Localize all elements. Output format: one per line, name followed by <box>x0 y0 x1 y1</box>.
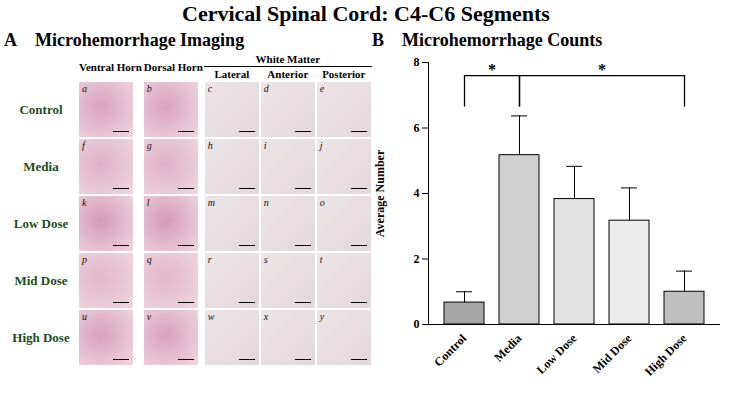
html-text:Cervical Spinal Cord: C4-C6 Se: Cervical Spinal Cord: C4-C6 Segments <box>182 1 550 26</box>
html-text:Anterior: Anterior <box>267 68 309 80</box>
svg-text:2: 2 <box>414 252 420 266</box>
html-text:x: x <box>263 311 269 322</box>
html-text:v: v <box>146 311 152 322</box>
html-text:Mid Dose: Mid Dose <box>14 272 68 288</box>
html-text:s: s <box>263 254 268 265</box>
html-text:Low Dose: Low Dose <box>13 215 69 231</box>
html-text:y: y <box>319 311 325 322</box>
svg-text:0: 0 <box>414 317 420 331</box>
html-text:u: u <box>82 311 87 322</box>
svg-text:*: * <box>598 61 606 78</box>
html-text:A: A <box>4 30 17 50</box>
html-text:Microhemorrhage Counts: Microhemorrhage Counts <box>402 30 603 50</box>
html-text:w: w <box>207 311 215 322</box>
html-text:i: i <box>263 140 267 151</box>
html-text:White Matter: White Matter <box>255 53 320 65</box>
html-text:h: h <box>207 140 213 151</box>
svg-text:Media: Media <box>491 331 524 364</box>
html-text:r: r <box>207 254 212 265</box>
html-text:Lateral: Lateral <box>214 68 250 80</box>
html-text:c: c <box>207 83 213 94</box>
html-text:k: k <box>82 197 87 208</box>
html-text:Control: Control <box>19 101 63 117</box>
svg-text:High Dose: High Dose <box>642 331 690 379</box>
html-text:d: d <box>263 83 269 94</box>
html-text:Microhemorrhage Imaging: Microhemorrhage Imaging <box>35 30 245 50</box>
html-text:p: p <box>82 254 87 265</box>
html-text:q: q <box>146 254 152 265</box>
svg-text:Average Number: Average Number <box>373 149 387 237</box>
html-text:g: g <box>146 140 152 151</box>
svg-text:Control: Control <box>431 331 469 369</box>
html-text:B: B <box>372 30 384 50</box>
html-text:a: a <box>82 83 87 94</box>
svg-text:*: * <box>488 61 496 78</box>
html-text:b: b <box>146 83 152 94</box>
svg-text:Low Dose: Low Dose <box>534 331 580 377</box>
html-text:Posterior: Posterior <box>322 68 366 80</box>
html-text:e: e <box>319 83 325 94</box>
svg-text:8: 8 <box>414 55 420 69</box>
html-text:High Dose: High Dose <box>12 329 70 345</box>
html-text:f: f <box>82 140 85 151</box>
html-text:o: o <box>319 197 325 208</box>
html-text:j: j <box>319 140 323 151</box>
html-text:l: l <box>146 197 150 208</box>
svg-text:6: 6 <box>414 121 420 135</box>
html-text:m: m <box>207 197 216 208</box>
html-text:t: t <box>319 254 323 265</box>
svg-text:Mid Dose: Mid Dose <box>590 331 635 376</box>
html-text:Media: Media <box>23 158 59 174</box>
html-text:n: n <box>263 197 269 208</box>
svg-text:4: 4 <box>414 186 420 200</box>
html-text:Ventral Horn Dorsal Horn: Ventral Horn Dorsal Horn <box>79 60 203 73</box>
